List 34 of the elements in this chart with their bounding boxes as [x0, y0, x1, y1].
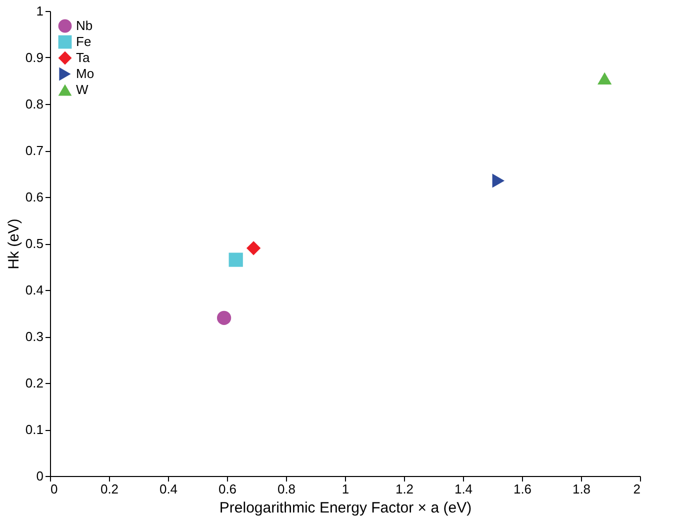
y-tick-label: 0.2	[25, 376, 44, 390]
y-tick-label: 0.1	[25, 422, 44, 437]
point	[228, 252, 243, 267]
legend-label: Fe	[76, 34, 92, 49]
x-tick-label: 0.2	[100, 482, 119, 496]
legend-label: Nb	[76, 18, 93, 33]
x-tick-label: 0.4	[159, 482, 178, 496]
x-tick-label: 0.6	[218, 482, 237, 496]
y-tick-label: 0.6	[25, 190, 44, 204]
x-tick-label: 0.8	[277, 482, 296, 496]
y-tick-label: 0.9	[25, 50, 44, 65]
x-tick-label: 0	[50, 482, 58, 496]
y-tick-label: 0.5	[25, 236, 44, 251]
y-axis-title: Hk (eV)	[5, 218, 22, 270]
y-tick-label: 0.7	[25, 143, 44, 158]
x-tick-label: 1.4	[454, 482, 473, 496]
x-tick-label: 1.6	[513, 482, 532, 496]
y-tick-label: 0.4	[25, 282, 44, 298]
legend-label: Mo	[76, 66, 94, 81]
legend-label: Ta	[76, 50, 90, 65]
x-tick-label: 1.2	[395, 482, 414, 496]
y-tick-label: 0.3	[25, 329, 44, 344]
y-tick-label: 0	[36, 468, 44, 484]
x-tick-label: 2	[633, 482, 640, 496]
point	[598, 72, 612, 85]
legend-label: W	[76, 82, 89, 97]
y-tick-label: 0.8	[25, 96, 44, 112]
x-axis-title: Prelogarithmic Energy Factor × a (eV)	[219, 500, 472, 516]
point	[216, 310, 232, 325]
point	[246, 241, 261, 256]
y-tick-label: 1	[36, 4, 44, 18]
point	[492, 174, 505, 188]
x-tick-label: 1	[342, 482, 350, 496]
x-tick-label: 1.8	[572, 482, 591, 496]
